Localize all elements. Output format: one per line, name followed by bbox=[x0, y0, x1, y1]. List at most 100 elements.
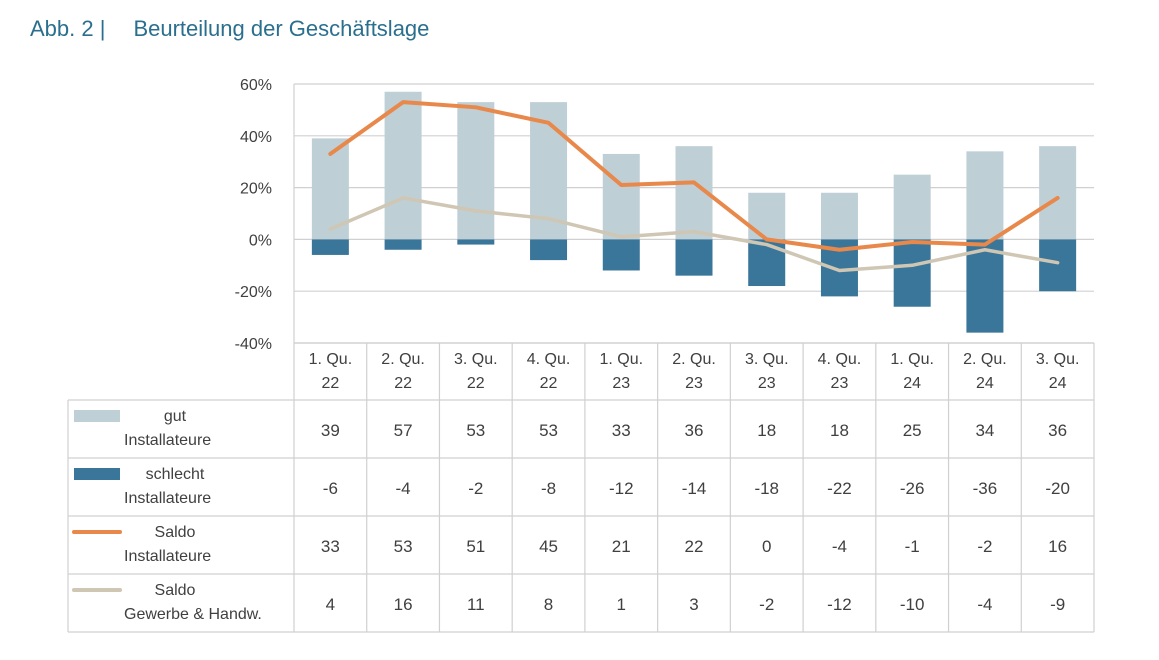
category-label-year: 22 bbox=[540, 375, 558, 392]
table-cell-saldo_installateure: 21 bbox=[612, 537, 631, 556]
table-cell-gut: 33 bbox=[612, 421, 631, 440]
category-label-year: 22 bbox=[467, 375, 485, 392]
bar-schlecht bbox=[675, 239, 713, 276]
line-saldo_gewerbe bbox=[328, 196, 1060, 273]
table-cell-schlecht: -6 bbox=[323, 479, 338, 498]
y-tick-label: 20% bbox=[240, 181, 272, 198]
category-label-year: 23 bbox=[685, 375, 703, 392]
table-cell-schlecht: -26 bbox=[900, 479, 925, 498]
data-table: 1. Qu. 22 2. Qu. 22 3. Qu. 22 4. Qu. 22 1. Qu. 23… bbox=[67, 342, 1095, 633]
table-cell-schlecht: -12 bbox=[609, 479, 634, 498]
bar-schlecht bbox=[384, 239, 422, 250]
category-label-year: 24 bbox=[903, 375, 921, 392]
category-label-year: 22 bbox=[394, 375, 412, 392]
legend-label-sub: Installateure bbox=[124, 432, 211, 449]
table-cell-saldo_installateure: 22 bbox=[685, 537, 704, 556]
table-cell-saldo_gewerbe: -9 bbox=[1050, 595, 1065, 614]
category-label-year: 24 bbox=[976, 375, 994, 392]
legend-swatch-schlecht bbox=[74, 468, 120, 480]
table-cell-schlecht: -4 bbox=[396, 479, 411, 498]
category-label-year: 23 bbox=[612, 375, 630, 392]
table-cell-gut: 39 bbox=[321, 421, 340, 440]
bar-schlecht bbox=[457, 239, 495, 245]
table-cell-saldo_installateure: 33 bbox=[321, 537, 340, 556]
bar-schlecht bbox=[602, 239, 640, 271]
y-tick-label: 0% bbox=[249, 232, 272, 249]
table-cell-saldo_installateure: -4 bbox=[832, 537, 847, 556]
legend-label-sub: Installateure bbox=[124, 548, 211, 565]
legend-label: Saldo bbox=[155, 582, 196, 599]
table-cell-gut: 36 bbox=[685, 421, 704, 440]
bar-gut bbox=[820, 192, 858, 240]
bar-gut bbox=[1039, 146, 1077, 240]
table-cell-saldo_gewerbe: -10 bbox=[900, 595, 925, 614]
category-label-year: 22 bbox=[321, 375, 339, 392]
table-cell-schlecht: -36 bbox=[973, 479, 998, 498]
category-label: 2. Qu. bbox=[381, 351, 425, 368]
category-label: 3. Qu. bbox=[745, 351, 789, 368]
legend-swatch-gut bbox=[74, 410, 120, 422]
category-label: 4. Qu. bbox=[818, 351, 862, 368]
legend-label: schlecht bbox=[146, 466, 205, 483]
table-cell-saldo_installateure: 53 bbox=[394, 537, 413, 556]
category-label: 3. Qu. bbox=[1036, 351, 1080, 368]
category-label: 2. Qu. bbox=[963, 351, 1007, 368]
table-cell-saldo_gewerbe: -2 bbox=[759, 595, 774, 614]
bar-gut bbox=[893, 174, 931, 240]
line-saldo_installateure bbox=[328, 100, 1060, 252]
category-label: 1. Qu. bbox=[890, 351, 934, 368]
bar-gut bbox=[966, 151, 1004, 240]
table-cell-saldo_gewerbe: 11 bbox=[467, 595, 485, 614]
table-cell-gut: 25 bbox=[903, 421, 922, 440]
table-cell-schlecht: -14 bbox=[682, 479, 707, 498]
bar-schlecht bbox=[530, 239, 568, 261]
y-axis-ticks: 60% 40% 20% 0% -20% -40% bbox=[235, 77, 272, 353]
bar-schlecht bbox=[893, 239, 931, 307]
bars bbox=[311, 91, 1077, 333]
bar-schlecht bbox=[311, 239, 349, 255]
bar-gut bbox=[748, 192, 786, 240]
category-label: 1. Qu. bbox=[309, 351, 353, 368]
table-cell-saldo_installateure: -2 bbox=[977, 537, 992, 556]
legend-label-sub: Gewerbe & Handw. bbox=[124, 606, 262, 623]
table-cell-gut: 53 bbox=[466, 421, 485, 440]
table-cell-saldo_installateure: -1 bbox=[905, 537, 920, 556]
y-tick-label: -40% bbox=[235, 336, 272, 353]
category-label-year: 23 bbox=[758, 375, 776, 392]
bar-gut bbox=[384, 91, 422, 240]
category-label: 3. Qu. bbox=[454, 351, 498, 368]
table-cell-gut: 53 bbox=[539, 421, 558, 440]
figure-title-text: Beurteilung der Geschäftslage bbox=[133, 16, 430, 41]
figure-title: Abb. 2 | Beurteilung der Geschäftslage bbox=[30, 16, 429, 42]
table-cell-saldo_installateure: 51 bbox=[466, 537, 485, 556]
table-cell-saldo_gewerbe: 4 bbox=[326, 595, 335, 614]
table-cell-saldo_installateure: 16 bbox=[1048, 537, 1067, 556]
figure-label: Abb. 2 | bbox=[30, 16, 106, 41]
table-cell-saldo_installateure: 0 bbox=[762, 537, 771, 556]
table-cell-saldo_gewerbe: 8 bbox=[544, 595, 553, 614]
category-label: 4. Qu. bbox=[527, 351, 571, 368]
legend-label: gut bbox=[164, 408, 187, 425]
table-cell-schlecht: -22 bbox=[827, 479, 852, 498]
table-cell-saldo_gewerbe: -4 bbox=[977, 595, 992, 614]
category-label: 2. Qu. bbox=[672, 351, 716, 368]
legend-label-sub: Installateure bbox=[124, 490, 211, 507]
table-cell-saldo_gewerbe: -12 bbox=[827, 595, 852, 614]
bar-schlecht bbox=[966, 239, 1004, 333]
y-tick-label: -20% bbox=[235, 284, 272, 301]
table-cell-schlecht: -8 bbox=[541, 479, 556, 498]
category-label: 1. Qu. bbox=[599, 351, 643, 368]
bar-gut bbox=[457, 102, 495, 240]
legend-label: Saldo bbox=[155, 524, 196, 541]
table-cell-gut: 36 bbox=[1048, 421, 1067, 440]
table-cell-schlecht: -18 bbox=[754, 479, 779, 498]
table-cell-schlecht: -20 bbox=[1045, 479, 1070, 498]
series-lines bbox=[328, 100, 1060, 273]
table-cell-gut: 18 bbox=[757, 421, 776, 440]
table-cell-saldo_gewerbe: 16 bbox=[394, 595, 413, 614]
category-label-year: 23 bbox=[831, 375, 849, 392]
table-cell-saldo_installateure: 45 bbox=[539, 537, 558, 556]
bar-gut bbox=[602, 153, 640, 240]
table-cell-gut: 18 bbox=[830, 421, 849, 440]
